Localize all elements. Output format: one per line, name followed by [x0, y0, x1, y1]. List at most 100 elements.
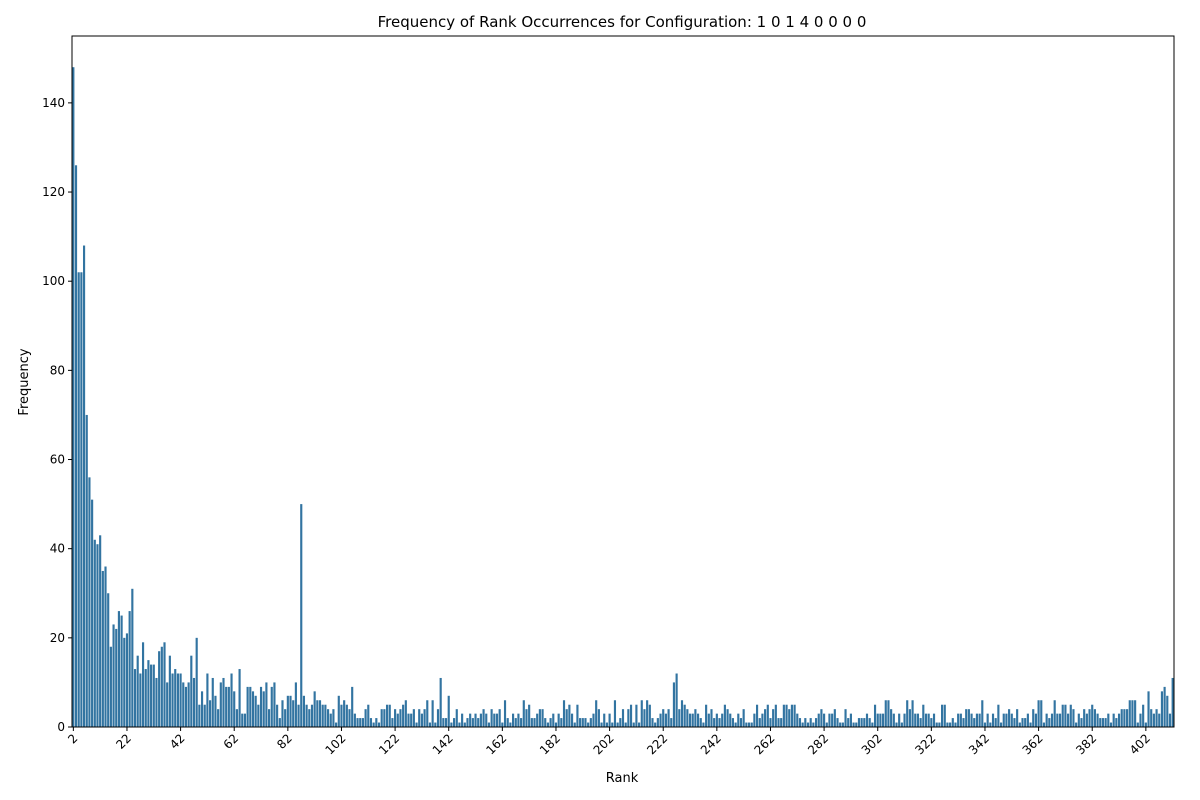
bar-rank-380 — [1085, 713, 1088, 727]
bar-rank-58 — [222, 677, 225, 727]
bar-rank-333 — [959, 713, 962, 727]
bar-rank-161 — [498, 709, 501, 727]
bar-rank-239 — [707, 713, 710, 727]
bar-rank-272 — [796, 713, 799, 727]
bar-rank-113 — [369, 718, 373, 727]
bar-rank-231 — [686, 709, 689, 727]
bar-rank-8 — [88, 477, 91, 727]
bar-rank-285 — [831, 713, 834, 727]
bar-rank-237 — [702, 722, 705, 727]
bar-rank-251 — [739, 718, 743, 727]
bar-rank-263 — [772, 709, 775, 727]
bar-rank-224 — [667, 709, 670, 727]
bar-rank-338 — [973, 718, 976, 727]
bar-rank-280 — [817, 713, 820, 727]
bar-rank-93 — [316, 700, 319, 727]
bar-rank-250 — [737, 713, 740, 727]
bar-rank-168 — [517, 713, 520, 727]
bar-rank-362 — [1037, 700, 1040, 727]
bar-rank-238 — [705, 704, 708, 727]
bar-rank-319 — [922, 704, 925, 727]
bar-rank-92 — [313, 691, 316, 727]
bar-rank-106 — [351, 686, 354, 727]
bar-rank-88 — [302, 695, 306, 727]
bar-rank-190 — [576, 704, 579, 727]
bar-rank-227 — [675, 673, 678, 727]
bar-rank-356 — [1021, 718, 1024, 727]
bar-rank-200 — [603, 713, 606, 727]
bar-rank-18 — [115, 628, 118, 727]
bar-rank-393 — [1120, 709, 1123, 727]
bar-rank-87 — [300, 504, 303, 727]
bar-rank-290 — [844, 709, 847, 727]
bar-rank-232 — [688, 713, 692, 727]
bar-rank-229 — [680, 700, 684, 727]
bar-rank-394 — [1123, 709, 1126, 727]
bar-rank-355 — [1018, 722, 1021, 727]
bar-rank-179 — [546, 722, 549, 727]
bar-rank-70 — [254, 695, 257, 727]
bar-rank-309 — [895, 722, 898, 727]
bar-rank-259 — [761, 713, 764, 727]
bar-rank-373 — [1067, 713, 1070, 727]
bar-rank-287 — [836, 718, 839, 727]
bar-rank-55 — [214, 695, 217, 727]
y-tick-label: 140 — [42, 96, 65, 110]
bar-rank-152 — [474, 713, 477, 727]
bar-rank-38 — [168, 655, 171, 727]
bar-rank-81 — [284, 709, 287, 727]
bar-rank-265 — [777, 718, 780, 727]
bar-rank-371 — [1061, 704, 1064, 727]
bar-rank-125 — [402, 704, 405, 727]
bar-rank-367 — [1050, 713, 1054, 727]
bar-rank-331 — [954, 722, 957, 727]
y-tick-label: 0 — [57, 720, 65, 734]
bar-rank-117 — [380, 709, 383, 727]
bar-rank-270 — [790, 704, 793, 727]
bar-rank-402 — [1144, 722, 1147, 727]
bar-rank-180 — [549, 718, 552, 727]
bar-rank-51 — [203, 704, 206, 727]
bar-rank-210 — [629, 704, 633, 727]
bar-rank-97 — [326, 709, 330, 727]
bar-rank-136 — [431, 700, 434, 727]
chart-title: Frequency of Rank Occurrences for Config… — [378, 13, 867, 31]
bar-rank-114 — [372, 722, 375, 727]
bar-rank-336 — [967, 709, 970, 727]
bar-rank-241 — [713, 718, 716, 727]
bar-rank-82 — [286, 695, 289, 727]
bar-rank-169 — [520, 718, 523, 727]
bar-rank-244 — [721, 713, 724, 727]
bar-rank-289 — [841, 722, 844, 727]
bar-rank-16 — [109, 646, 112, 727]
y-tick-label: 40 — [50, 542, 65, 556]
bar-rank-255 — [750, 722, 753, 727]
bar-rank-299 — [868, 718, 871, 727]
bar-rank-85 — [294, 682, 297, 727]
bar-rank-144 — [453, 718, 456, 727]
bar-rank-228 — [678, 709, 681, 727]
bar-rank-196 — [592, 713, 595, 727]
bar-rank-9 — [91, 499, 94, 727]
bar-rank-404 — [1150, 709, 1153, 727]
bar-rank-108 — [356, 718, 359, 727]
bar-rank-159 — [493, 713, 496, 727]
bar-rank-22 — [125, 633, 129, 727]
y-axis-title: Frequency — [17, 348, 32, 415]
bar-rank-257 — [755, 704, 759, 727]
bar-rank-155 — [482, 709, 485, 727]
bar-rank-120 — [388, 704, 391, 727]
bar-rank-96 — [324, 704, 327, 727]
bar-rank-53 — [209, 700, 212, 727]
bar-rank-62 — [233, 691, 236, 727]
bar-rank-162 — [501, 722, 504, 727]
bar-rank-283 — [825, 722, 828, 727]
bar-rank-264 — [774, 704, 777, 727]
bar-rank-370 — [1058, 713, 1062, 727]
bar-rank-148 — [463, 722, 466, 727]
bar-rank-288 — [839, 722, 842, 727]
bar-rank-165 — [509, 722, 512, 727]
bar-rank-122 — [394, 709, 397, 727]
bar-rank-77 — [273, 682, 276, 727]
